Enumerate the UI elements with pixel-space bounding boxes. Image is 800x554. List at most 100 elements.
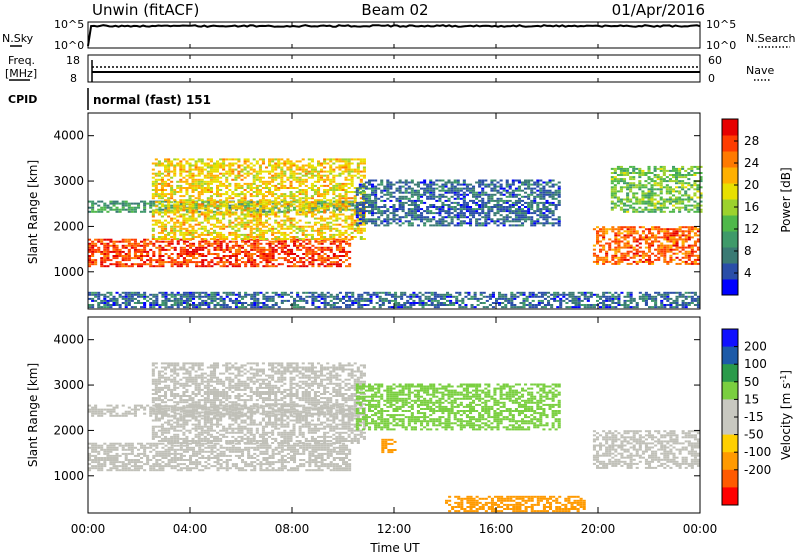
power-cell — [657, 256, 661, 259]
power-cell — [326, 238, 330, 240]
power-cell — [88, 206, 92, 209]
power-cell — [511, 218, 515, 221]
power-cell — [410, 187, 414, 190]
power-cell — [389, 212, 393, 215]
power-cell — [623, 236, 627, 239]
power-cell — [274, 206, 278, 209]
power-cell — [374, 208, 378, 211]
power-cell — [127, 244, 131, 247]
power-cell — [659, 184, 663, 187]
power-cell — [478, 191, 482, 194]
power-cell — [244, 291, 248, 294]
power-cell — [213, 229, 217, 232]
power-cell — [429, 179, 433, 182]
power-cell — [386, 183, 390, 186]
power-cell — [243, 162, 247, 165]
power-cell — [386, 216, 390, 219]
power-cell — [353, 219, 357, 222]
power-cell — [404, 191, 408, 194]
power-cell — [109, 240, 113, 243]
power-cell — [326, 176, 330, 179]
power-cell — [361, 183, 365, 186]
power-cell — [426, 187, 430, 190]
power-cell — [447, 197, 451, 200]
power-cell — [675, 176, 679, 179]
power-cell — [255, 227, 259, 230]
power-cell — [653, 184, 657, 187]
power-cell — [617, 246, 621, 249]
power-cell — [478, 206, 482, 208]
power-cell — [693, 240, 697, 243]
power-cell — [103, 206, 107, 209]
power-cell — [684, 250, 688, 253]
power-cell — [665, 180, 669, 183]
freq-label: Freq. — [8, 54, 35, 67]
power-cell — [255, 195, 259, 198]
power-cell — [444, 183, 448, 186]
power-cell — [170, 195, 174, 198]
power-cell — [213, 162, 217, 165]
power-cell — [438, 222, 442, 225]
power-cell — [508, 204, 512, 206]
power-cell — [551, 204, 555, 206]
power-cell — [335, 238, 339, 241]
power-cell — [280, 199, 284, 202]
power-cell — [149, 304, 153, 306]
power-cell — [298, 180, 302, 183]
power-cell — [371, 214, 375, 217]
power-cell — [222, 184, 226, 187]
power-cell — [213, 223, 217, 226]
power-cell — [295, 195, 299, 198]
power-cell — [219, 233, 223, 236]
power-cell — [91, 250, 95, 253]
power-cell — [274, 176, 278, 179]
power-cell — [496, 212, 500, 215]
power-cell — [255, 162, 259, 165]
power-cell — [261, 203, 265, 206]
power-cell — [154, 205, 158, 208]
power-cell — [234, 255, 238, 257]
power-cell — [554, 197, 558, 200]
power-cell — [508, 195, 512, 198]
power-cell — [326, 207, 330, 210]
power-cell — [222, 233, 226, 236]
power-cell — [255, 193, 259, 196]
power-cell — [167, 244, 171, 247]
power-cell — [237, 295, 241, 298]
power-cell — [301, 166, 305, 169]
power-cell — [194, 229, 198, 232]
power-cell — [200, 182, 204, 185]
power-cell — [308, 248, 312, 251]
power-cell — [647, 178, 651, 181]
power-cell — [292, 225, 296, 228]
power-cell — [143, 255, 147, 257]
power-cell — [243, 195, 247, 198]
power-cell — [313, 229, 317, 232]
power-cell — [130, 238, 134, 241]
power-cell — [103, 253, 107, 255]
power-cell — [296, 255, 300, 257]
power-cell — [296, 246, 300, 249]
power-cell — [675, 182, 679, 185]
power-cell — [693, 165, 697, 168]
power-cell — [669, 232, 673, 235]
power-cell — [617, 228, 621, 231]
power-cell — [170, 197, 174, 200]
power-cell — [94, 291, 98, 294]
power-cell — [167, 255, 171, 257]
power-cell — [371, 193, 375, 196]
power-cell — [258, 203, 262, 206]
power-cell — [293, 257, 297, 260]
power-cell — [299, 242, 303, 245]
power-cell — [416, 210, 420, 213]
power-cell — [295, 199, 299, 202]
power-cell — [109, 304, 113, 306]
power-cell — [359, 180, 363, 183]
power-cell — [620, 252, 624, 255]
power-cell — [191, 158, 195, 161]
power-cell — [231, 193, 235, 196]
power-cell — [237, 164, 241, 167]
power-cell — [137, 202, 141, 205]
power-cell — [203, 207, 207, 210]
power-cell — [185, 178, 189, 181]
